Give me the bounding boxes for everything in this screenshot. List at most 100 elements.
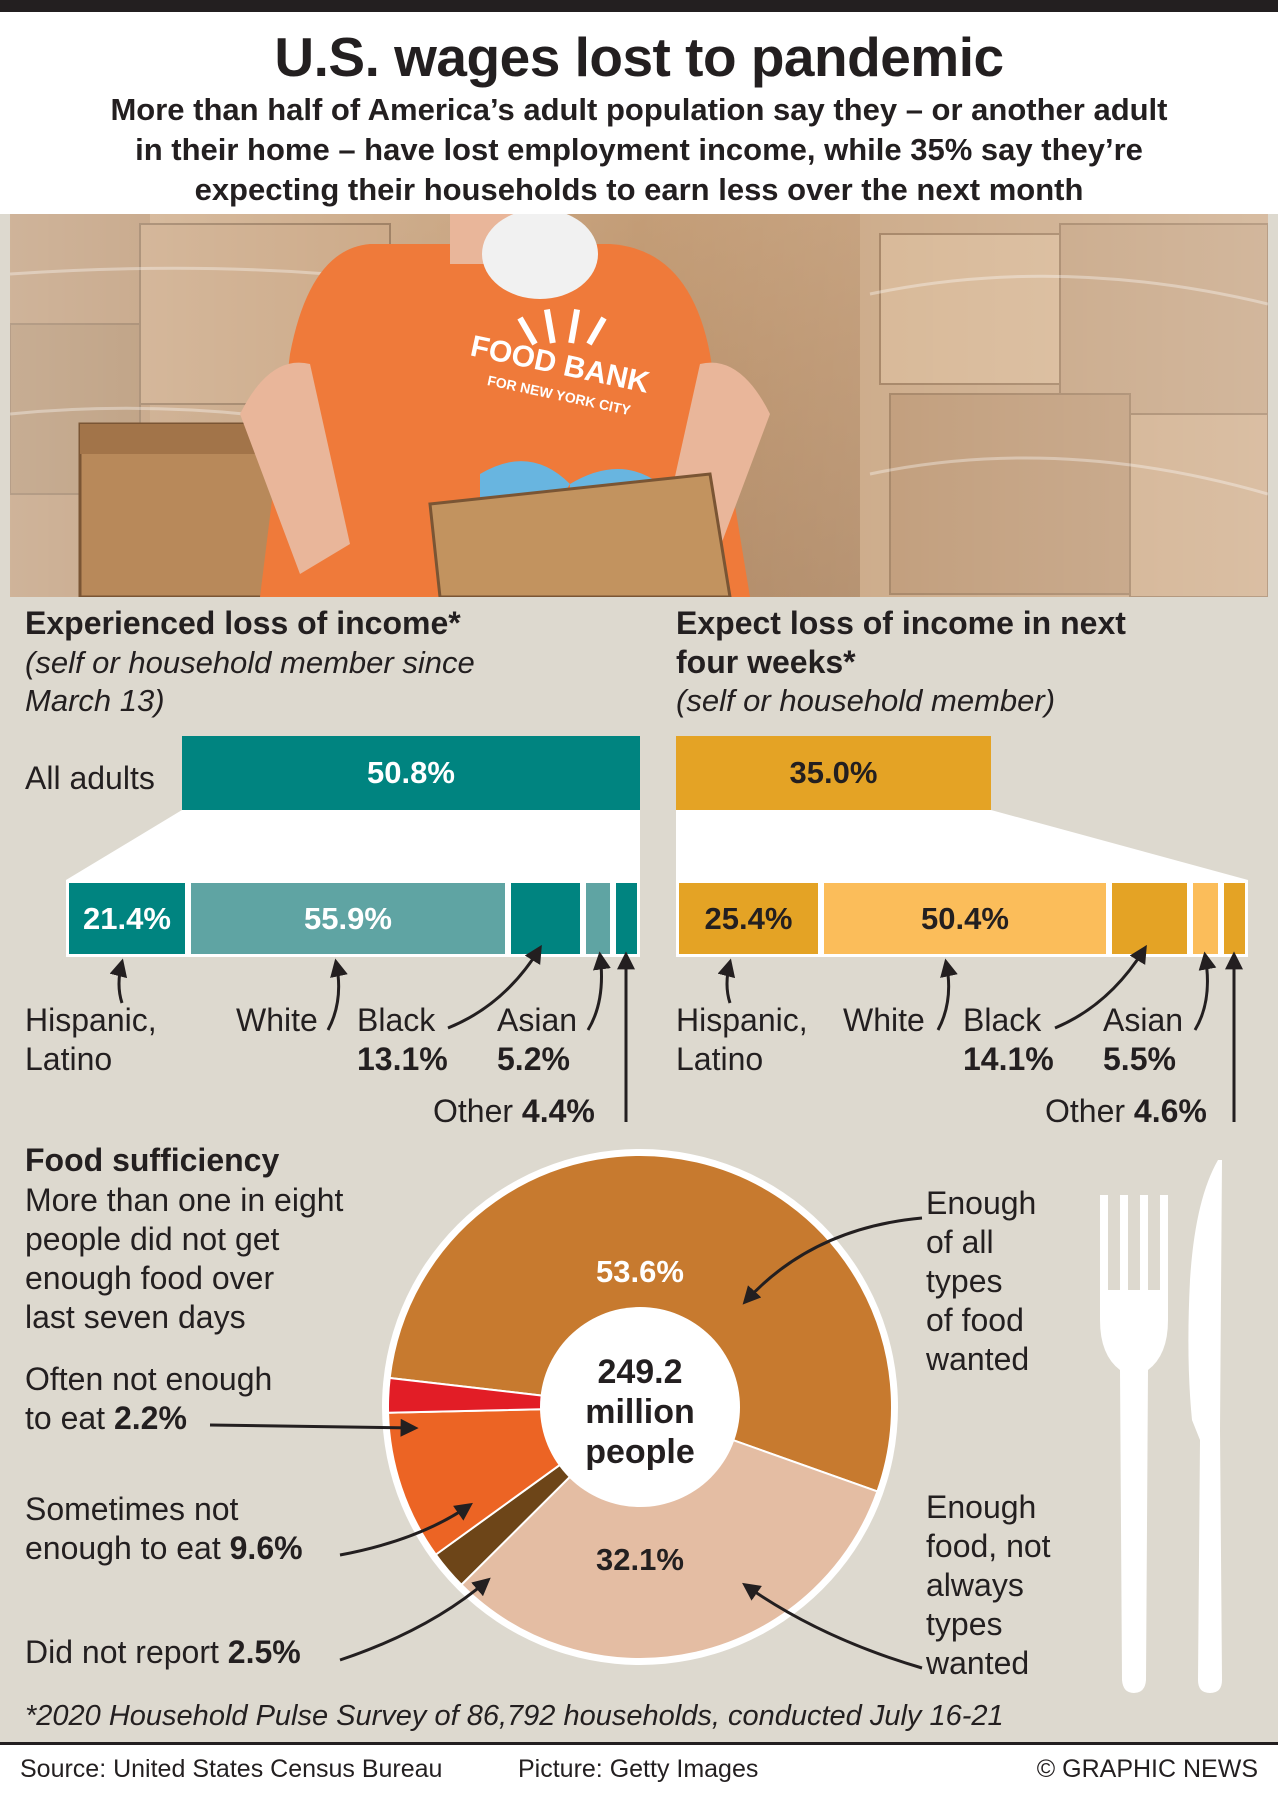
knife-icon — [1188, 1160, 1222, 1693]
bar-segment-white: 50.4% — [821, 880, 1109, 957]
center-line: million — [585, 1393, 695, 1431]
label-line: of all — [926, 1224, 994, 1260]
fork-icon — [1100, 1195, 1168, 1693]
value-sometimes: 9.6% — [229, 1530, 303, 1566]
label-other-name: Other — [1045, 1093, 1126, 1129]
label-line: wanted — [926, 1341, 1030, 1377]
label-black: Black — [357, 1002, 436, 1038]
label-often-text: to eat — [25, 1400, 114, 1436]
arrow-white — [936, 958, 958, 1031]
bar-segment-other — [613, 880, 640, 957]
label-enough: Enough of all types of food wanted — [926, 1184, 1036, 1379]
bar-segment-black — [1109, 880, 1190, 957]
label-often: Often not enough — [25, 1361, 273, 1397]
arrow-hispanic — [109, 958, 128, 1004]
label-sometimes-text: enough to eat — [25, 1530, 230, 1566]
footer: Source: United States Census Bureau Pict… — [0, 1742, 1278, 1797]
label-hispanic: Latino — [25, 1041, 113, 1077]
bar-value-label: 50.4% — [921, 900, 1009, 936]
label-other-name: Other — [433, 1093, 514, 1129]
center-line: people — [585, 1433, 695, 1471]
label-often: to eat 2.2% — [25, 1400, 187, 1437]
bar-value-label: 35.0% — [789, 755, 878, 790]
header: U.S. wages lost to pandemic More than ha… — [0, 12, 1278, 214]
right-panel-note: (self or household member) — [676, 683, 1056, 718]
label-notalways: Enough food, not always types wanted — [926, 1488, 1051, 1683]
subtitle-line: in their home – have lost employment inc… — [135, 132, 1143, 167]
bar-value-label: 50.8% — [367, 755, 455, 790]
label-white: White — [843, 1002, 925, 1038]
copyright: © GRAPHIC NEWS — [1036, 1755, 1258, 1783]
label-other: Other 4.6% — [1045, 1093, 1207, 1130]
all-adults-label: All adults — [25, 760, 155, 796]
right-panel-title: four weeks* — [676, 644, 856, 680]
label-line: types — [926, 1263, 1003, 1299]
pie-label-enough: 53.6% — [596, 1254, 684, 1289]
bar-value-label: 25.4% — [704, 900, 793, 936]
label-line: Enough — [926, 1185, 1037, 1221]
label-sometimes: Sometimes not — [25, 1491, 239, 1527]
photo-illustration: FOOD BANK FOR NEW YORK CITY — [10, 214, 1268, 597]
value-often: 2.2% — [113, 1400, 187, 1436]
zoom-wedge-left — [66, 810, 640, 880]
bar-all-adults-experienced: 50.8% — [182, 736, 640, 810]
label-black: Black — [963, 1002, 1042, 1038]
left-panel-note: March 13) — [25, 683, 165, 718]
arrow-black — [1054, 944, 1147, 1030]
arrow-didnot — [339, 1577, 491, 1662]
zoom-wedge-right — [676, 810, 1248, 880]
value-other: 4.4% — [521, 1093, 595, 1129]
arrow-often — [209, 1418, 419, 1437]
food-desc: people did not get — [25, 1221, 280, 1257]
value-asian: 5.2% — [497, 1041, 570, 1077]
right-panel-title: Expect loss of income in next — [676, 605, 1126, 641]
label-didnot: Did not report 2.5% — [25, 1634, 301, 1671]
label-hispanic: Hispanic, — [676, 1002, 808, 1038]
arrow-black — [447, 944, 542, 1030]
pie-center-label: 249.2 million people — [540, 1352, 740, 1472]
label-line: always — [926, 1567, 1024, 1603]
label-hispanic: Hispanic, — [25, 1002, 157, 1038]
arrow-hispanic — [717, 958, 736, 1004]
label-line: food, not — [926, 1528, 1051, 1564]
label-line: wanted — [926, 1645, 1030, 1681]
top-rule — [0, 0, 1278, 12]
bar-segment-hispanic: 21.4% — [66, 880, 188, 957]
page-subtitle: More than half of America’s adult popula… — [20, 90, 1258, 210]
bar-value-label: 21.4% — [83, 900, 171, 936]
bar-all-adults-expected: 35.0% — [676, 736, 991, 810]
arrow-asian — [1193, 951, 1217, 1031]
label-line: Enough — [926, 1489, 1037, 1525]
label-didnot-text: Did not report — [25, 1634, 228, 1670]
pie-slice-notalways — [459, 1405, 879, 1660]
arrow-sometimes — [339, 1502, 473, 1557]
value-other: 4.6% — [1133, 1093, 1207, 1129]
bar-segment-asian — [1190, 880, 1221, 957]
arrow-white — [326, 958, 348, 1031]
value-asian: 5.5% — [1103, 1041, 1176, 1077]
left-panel-note: (self or household member since — [25, 645, 475, 680]
subtitle-line: expecting their households to earn less … — [194, 172, 1084, 207]
value-black: 14.1% — [963, 1041, 1054, 1077]
value-didnot: 2.5% — [227, 1634, 301, 1670]
label-asian: Asian — [1103, 1002, 1184, 1038]
source-text: Source: United States Census Bureau — [20, 1755, 443, 1783]
page-title: U.S. wages lost to pandemic — [274, 26, 1004, 88]
pie-label-notalways: 32.1% — [596, 1542, 684, 1577]
photo-food-bank-worker: FOOD BANK FOR NEW YORK CITY — [10, 214, 1268, 597]
picture-credit: Picture: Getty Images — [518, 1755, 759, 1783]
label-sometimes: enough to eat 9.6% — [25, 1530, 303, 1567]
label-line: types — [926, 1606, 1003, 1642]
left-panel-title: Experienced loss of income* — [25, 605, 461, 641]
label-other: Other 4.4% — [433, 1093, 595, 1130]
value-black: 13.1% — [357, 1041, 448, 1077]
bar-segment-black — [508, 880, 583, 957]
label-white: White — [236, 1002, 318, 1038]
label-line: of food — [926, 1302, 1024, 1338]
bar-segment-other — [1221, 880, 1248, 957]
food-desc: More than one in eight — [25, 1182, 344, 1218]
center-line: 249.2 — [597, 1353, 683, 1391]
bar-value-label: 55.9% — [304, 900, 392, 936]
